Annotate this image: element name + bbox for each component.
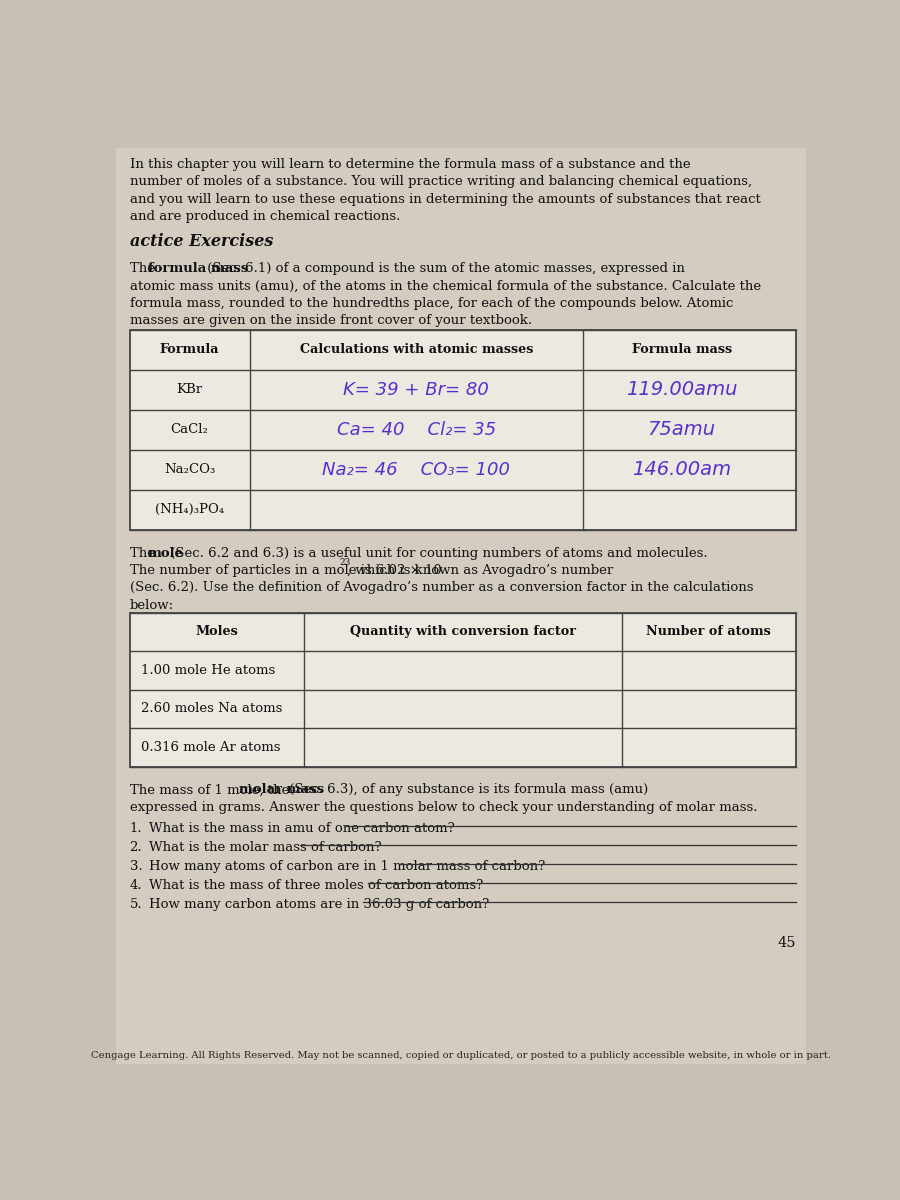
Text: Na₂= 46    CO₃= 100: Na₂= 46 CO₃= 100 [322,461,510,479]
Text: Ca= 40    Cl₂= 35: Ca= 40 Cl₂= 35 [337,421,496,439]
Text: , which is known as Avogadro’s number: , which is known as Avogadro’s number [346,564,613,577]
Text: KBr: KBr [176,383,202,396]
Text: atomic mass units (amu), of the atoms in the chemical formula of the substance. : atomic mass units (amu), of the atoms in… [130,280,760,293]
Text: and you will learn to use these equations in determining the amounts of substanc: and you will learn to use these equation… [130,192,760,205]
Text: Cengage Learning. All Rights Reserved. May not be scanned, copied or duplicated,: Cengage Learning. All Rights Reserved. M… [91,1051,832,1061]
Text: mole: mole [148,547,184,559]
Text: The: The [130,262,158,275]
Text: The: The [130,547,158,559]
Text: number of moles of a substance. You will practice writing and balancing chemical: number of moles of a substance. You will… [130,175,752,188]
Text: formula mass, rounded to the hundredths place, for each of the compounds below. : formula mass, rounded to the hundredths … [130,296,733,310]
Text: Na₂CO₃: Na₂CO₃ [164,463,215,476]
Text: Formula: Formula [160,343,220,356]
Text: 23: 23 [339,558,351,566]
Text: The number of particles in a mole is 6.02 × 10: The number of particles in a mole is 6.0… [130,564,441,577]
Text: 75amu: 75amu [648,420,716,439]
Text: (Sec. 6.2). Use the definition of Avogadro’s number as a conversion factor in th: (Sec. 6.2). Use the definition of Avogad… [130,581,753,594]
Text: 5.: 5. [130,898,142,911]
Text: Number of atoms: Number of atoms [646,625,771,638]
Text: 0.316 mole Ar atoms: 0.316 mole Ar atoms [141,740,281,754]
Text: In this chapter you will learn to determine the formula mass of a substance and : In this chapter you will learn to determ… [130,158,690,170]
Text: Quantity with conversion factor: Quantity with conversion factor [350,625,576,638]
Text: K= 39 + Br= 80: K= 39 + Br= 80 [344,380,490,398]
Text: 3.: 3. [130,860,142,874]
Text: 4.: 4. [130,878,142,892]
Text: 2.: 2. [130,841,142,854]
Text: 1.: 1. [130,822,142,835]
Text: Formula mass: Formula mass [632,343,732,356]
Text: What is the mass of three moles of carbon atoms?: What is the mass of three moles of carbo… [148,878,483,892]
Text: Calculations with atomic masses: Calculations with atomic masses [300,343,533,356]
Text: CaCl₂: CaCl₂ [171,424,209,436]
Text: How many atoms of carbon are in 1 molar mass of carbon?: How many atoms of carbon are in 1 molar … [148,860,545,874]
Text: below:: below: [130,599,174,612]
Text: formula mass: formula mass [148,262,248,275]
Text: 119.00amu: 119.00amu [626,380,737,400]
Text: (NH₄)₃PO₄: (NH₄)₃PO₄ [155,503,224,516]
Bar [130,612,796,767]
Text: Moles: Moles [195,625,239,638]
Text: expressed in grams. Answer the questions below to check your understanding of mo: expressed in grams. Answer the questions… [130,800,757,814]
Text: How many carbon atoms are in 36.03 g of carbon?: How many carbon atoms are in 36.03 g of … [148,898,490,911]
Text: What is the molar mass of carbon?: What is the molar mass of carbon? [148,841,382,854]
Text: and are produced in chemical reactions.: and are produced in chemical reactions. [130,210,400,223]
Text: The mass of 1 mole, the: The mass of 1 mole, the [130,784,293,797]
Text: (Sec. 6.2 and 6.3) is a useful unit for counting numbers of atoms and molecules.: (Sec. 6.2 and 6.3) is a useful unit for … [166,547,707,559]
Text: actice Exercises: actice Exercises [130,233,273,250]
Text: (Sec. 6.3), of any substance is its formula mass (amu): (Sec. 6.3), of any substance is its form… [284,784,648,797]
Bar [130,330,796,529]
Text: masses are given on the inside front cover of your textbook.: masses are given on the inside front cov… [130,314,532,328]
Text: 45: 45 [778,936,796,950]
Text: 146.00am: 146.00am [632,461,732,479]
Text: 2.60 moles Na atoms: 2.60 moles Na atoms [141,702,283,715]
Text: (Sec. 6.1) of a compound is the sum of the atomic masses, expressed in: (Sec. 6.1) of a compound is the sum of t… [202,262,685,275]
Text: molar mass: molar mass [239,784,324,797]
Text: 1.00 mole He atoms: 1.00 mole He atoms [141,664,275,677]
Text: What is the mass in amu of one carbon atom?: What is the mass in amu of one carbon at… [148,822,454,835]
